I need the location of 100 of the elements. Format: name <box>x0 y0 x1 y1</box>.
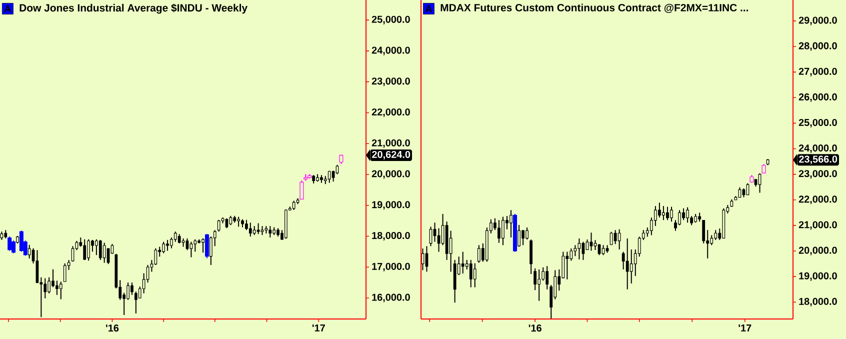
y-tick-label: 18,000.0 <box>799 298 837 306</box>
candlestick <box>19 230 24 252</box>
y-tick-label: 17,000.0 <box>372 262 410 272</box>
candlestick <box>666 206 669 221</box>
candlestick <box>52 268 54 288</box>
candlestick <box>229 215 232 226</box>
y-tick-label: 21,000.0 <box>372 139 410 148</box>
chart-title: MDAX Futures Custom Continuous Contract @F2MX=11INC ... <box>440 4 748 13</box>
candlestick <box>12 240 16 254</box>
candlestick <box>686 206 689 224</box>
candlestick <box>95 238 98 256</box>
candlestick <box>622 251 625 270</box>
candlestick <box>702 220 706 244</box>
candlestick <box>166 239 169 252</box>
candlestick <box>102 242 106 264</box>
candlestick <box>586 239 589 250</box>
candlestick <box>48 276 50 294</box>
candlestick <box>469 259 472 288</box>
candlestick <box>762 164 766 174</box>
y-tick-label: 18,000.0 <box>372 232 410 240</box>
x-tick-label: '16 <box>106 324 119 332</box>
annotation: A <box>4 5 12 12</box>
candlestick <box>710 234 714 246</box>
candlestick <box>8 236 12 252</box>
candlestick <box>162 241 165 254</box>
candlestick <box>682 208 685 221</box>
candlestick <box>570 248 573 262</box>
candlestick <box>518 224 520 248</box>
candlestick <box>526 226 528 240</box>
candlestick <box>630 248 633 284</box>
y-tick-label: 29,000.0 <box>798 16 837 26</box>
candlestick <box>437 228 440 252</box>
candlestick <box>248 222 252 238</box>
candlestick <box>614 230 617 245</box>
candlestick <box>477 244 480 264</box>
y-tick-label: 23,000.0 <box>798 170 837 179</box>
x-tick-label: '17 <box>312 324 325 332</box>
candlestick <box>618 228 621 250</box>
y-tick-label: 22,000.0 <box>798 196 837 204</box>
candlestick <box>256 222 260 235</box>
candlestick <box>83 238 86 261</box>
candlestick <box>510 210 512 238</box>
candlestick <box>339 154 344 164</box>
candlestick <box>678 210 681 226</box>
candlestick <box>578 238 581 260</box>
candlestick <box>714 230 718 241</box>
candlestick <box>130 282 134 296</box>
chart-title: Dow Jones Industrial Average $INDU - Weekly <box>20 4 248 14</box>
candlestick <box>566 251 569 280</box>
candlestick <box>126 282 130 300</box>
candlestick <box>538 268 541 302</box>
y-tick-label: 19,000.0 <box>372 201 410 210</box>
y-tick-label: 24,000.0 <box>372 46 410 56</box>
y-tick-label: 25,000.0 <box>798 118 837 128</box>
y-tick-label: 23,000.0 <box>372 78 410 86</box>
candlestick <box>134 291 138 314</box>
y-tick-label: 20,000.0 <box>798 246 837 256</box>
candlestick <box>473 262 476 288</box>
y-tick-label: 26,000.0 <box>798 93 837 102</box>
candlestick <box>534 268 537 291</box>
candlestick <box>28 244 31 259</box>
candlestick <box>590 232 593 252</box>
candlestick <box>63 262 66 282</box>
candlestick <box>461 251 464 274</box>
candlestick <box>44 278 47 299</box>
y-tick-label: 19,000.0 <box>799 272 837 281</box>
candlestick <box>336 164 339 175</box>
y-tick-label: 16,000.0 <box>372 294 410 302</box>
y-tick-label: 22,000.0 <box>372 108 410 117</box>
candlestick <box>190 241 193 258</box>
x-tick-label: '16 <box>528 324 542 332</box>
candlestick <box>56 280 58 296</box>
candlestick <box>738 186 742 198</box>
candlestick <box>328 170 331 184</box>
y-tick-label: 20,000.0 <box>372 170 410 179</box>
candlestick <box>237 216 240 228</box>
candlestick <box>194 238 197 252</box>
y-tick-label: 25,000.0 <box>372 16 410 24</box>
text: 20,624.0 <box>372 150 410 160</box>
y-tick-label: 27,000.0 <box>798 68 837 76</box>
candlestick <box>602 244 605 256</box>
annotation: A <box>425 5 432 12</box>
candlestick <box>98 239 102 261</box>
candlestick <box>658 202 661 218</box>
y-tick-label: 28,000.0 <box>798 42 837 51</box>
candlestick <box>178 234 181 244</box>
candlestick <box>542 266 545 282</box>
candlestick <box>186 238 189 251</box>
candlestick <box>662 206 665 221</box>
candlestick <box>268 226 272 238</box>
candlestick <box>87 238 90 262</box>
candlestick <box>610 231 613 246</box>
candlestick <box>225 218 228 229</box>
candlestick <box>170 236 173 249</box>
candlestick <box>502 216 504 246</box>
candlestick <box>300 180 304 200</box>
candlestick <box>522 230 524 246</box>
candlestick <box>59 281 62 300</box>
candlestick <box>204 234 209 259</box>
candlestick <box>292 200 296 210</box>
